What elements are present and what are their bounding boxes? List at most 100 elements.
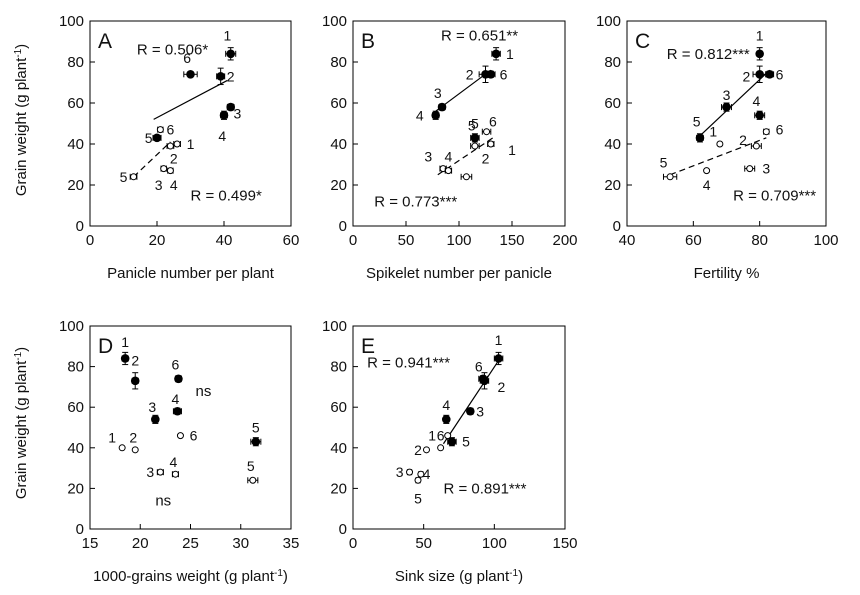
point-label: 6 xyxy=(500,66,508,82)
y-axis-title-bottom: Grain weight (g plant-1) xyxy=(13,347,31,499)
point-label: 5 xyxy=(462,434,470,450)
x-tick-label: 25 xyxy=(182,535,199,552)
point-label: 1 xyxy=(709,124,717,140)
data-point-open xyxy=(166,142,174,150)
y-tick-label: 100 xyxy=(59,13,84,30)
x-axis-title: Spikelet number per panicle xyxy=(366,265,552,282)
y-tick-label: 20 xyxy=(67,177,84,194)
point-label: 6 xyxy=(489,113,497,129)
y-tick-label: 60 xyxy=(67,399,84,416)
point-label: 3 xyxy=(434,85,442,101)
point-label: 1 xyxy=(495,332,503,348)
point-label: 2 xyxy=(743,68,751,84)
x-tick-label: 20 xyxy=(149,232,166,249)
x-tick-label: 15 xyxy=(82,535,99,552)
annotation: R = 0.506* xyxy=(137,42,208,59)
x-tick-label: 150 xyxy=(552,535,577,552)
data-point-filled xyxy=(466,406,475,416)
annotation: R = 0.773*** xyxy=(374,193,457,210)
fit-line-solid xyxy=(699,69,771,137)
annotation: R = 0.651** xyxy=(441,27,518,44)
point-label: 5 xyxy=(247,458,255,474)
point-label: 6 xyxy=(167,122,175,138)
panel-label: D xyxy=(98,335,113,358)
x-tick-label: 20 xyxy=(132,535,149,552)
point-label: 2 xyxy=(482,150,490,166)
data-point-open xyxy=(160,165,168,173)
annotation: R = 0.499* xyxy=(191,187,262,204)
point-label: 3 xyxy=(234,105,242,121)
y-tick-label: 80 xyxy=(67,359,84,376)
fit-line-solid xyxy=(442,358,501,445)
point-label: 6 xyxy=(172,357,180,373)
y-tick-label: 100 xyxy=(59,318,84,335)
data-point-open xyxy=(762,128,770,136)
point-label: 6 xyxy=(190,428,198,444)
data-point-filled xyxy=(251,437,261,447)
data-point-open xyxy=(444,167,452,175)
x-tick-label: 40 xyxy=(619,232,636,249)
point-label: 5 xyxy=(468,118,476,134)
data-point-open xyxy=(716,140,724,148)
y-tick-label: 20 xyxy=(330,480,347,497)
data-point-filled xyxy=(219,111,229,120)
data-point-filled xyxy=(755,70,764,79)
data-point-open xyxy=(462,173,470,181)
y-axis-title-top: Grain weight (g plant-1) xyxy=(13,44,31,196)
y-tick-label: 40 xyxy=(67,136,84,153)
data-point-open xyxy=(156,468,164,476)
x-tick-label: 60 xyxy=(283,232,300,249)
point-label: 2 xyxy=(170,150,178,166)
data-point-open xyxy=(752,142,760,150)
data-point-open xyxy=(118,444,126,452)
point-label: 6 xyxy=(437,428,445,444)
data-point-filled xyxy=(755,111,764,120)
data-point-open xyxy=(746,165,754,173)
x-tick-label: 35 xyxy=(283,535,300,552)
y-tick-label: 20 xyxy=(330,177,347,194)
data-point-open xyxy=(437,444,445,452)
data-point-filled xyxy=(120,354,130,363)
point-label: 6 xyxy=(183,50,191,66)
data-point-open xyxy=(471,142,479,150)
data-point-open xyxy=(487,140,495,148)
data-point-open xyxy=(131,446,139,454)
y-tick-label: 80 xyxy=(330,359,347,376)
x-tick-label: 150 xyxy=(499,232,524,249)
point-label: 4 xyxy=(218,128,226,144)
plot-frame xyxy=(89,20,292,227)
x-tick-label: 50 xyxy=(415,535,432,552)
point-label: 4 xyxy=(703,177,711,193)
data-point-filled xyxy=(722,102,731,112)
data-point-open xyxy=(444,432,452,440)
x-tick-label: 100 xyxy=(446,232,471,249)
point-label: 1 xyxy=(223,27,231,43)
x-axis-title: 1000-grains weight (g plant-1) xyxy=(93,568,288,586)
point-label: 4 xyxy=(752,93,760,109)
x-axis-title: Panicle number per plant xyxy=(107,265,275,282)
point-label: 3 xyxy=(146,464,154,480)
data-point-filled xyxy=(755,49,764,59)
y-tick-label: 60 xyxy=(330,399,347,416)
panel-label: E xyxy=(361,335,375,358)
point-label: 4 xyxy=(172,391,180,407)
point-label: 2 xyxy=(227,68,235,84)
data-point-open xyxy=(156,126,164,134)
x-tick-label: 50 xyxy=(398,232,415,249)
x-tick-label: 0 xyxy=(349,232,357,249)
point-label: 2 xyxy=(414,442,422,458)
y-tick-label: 0 xyxy=(339,218,347,235)
point-label: 2 xyxy=(129,430,137,446)
y-tick-label: 100 xyxy=(322,13,347,30)
y-tick-label: 100 xyxy=(596,13,621,30)
data-point-filled xyxy=(431,111,440,120)
data-point-open xyxy=(130,173,138,181)
point-label: 1 xyxy=(108,430,116,446)
fit-line-dashed xyxy=(133,141,171,178)
point-label: 5 xyxy=(471,116,479,132)
data-point-open xyxy=(176,432,184,440)
x-tick-label: 100 xyxy=(813,232,838,249)
data-point-open xyxy=(249,476,257,484)
data-point-filled xyxy=(765,70,774,79)
